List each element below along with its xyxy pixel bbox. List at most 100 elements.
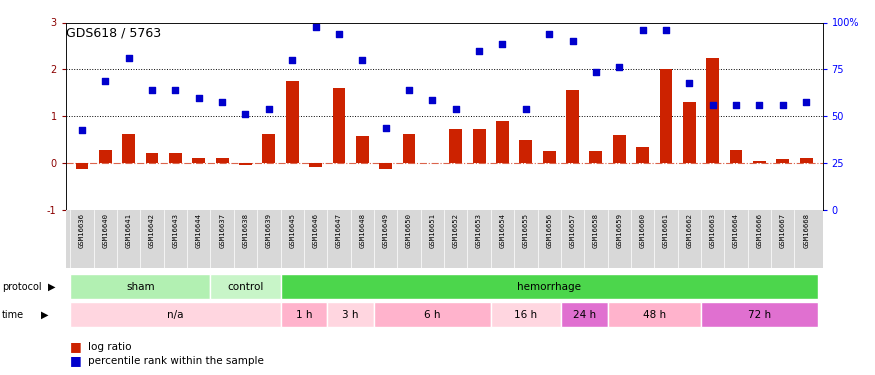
Point [168, 87, 182, 93]
Text: GSM16642: GSM16642 [149, 213, 155, 248]
Text: GSM16660: GSM16660 [640, 213, 646, 248]
Text: GSM16656: GSM16656 [546, 213, 552, 248]
Text: protocol: protocol [2, 282, 41, 291]
Bar [776, 159, 789, 163]
Text: 1 h: 1 h [296, 310, 312, 320]
Bar [800, 158, 813, 163]
Bar [730, 150, 743, 163]
Text: GDS618 / 5763: GDS618 / 5763 [66, 26, 161, 39]
Text: GSM16637: GSM16637 [219, 213, 225, 248]
Text: GSM16649: GSM16649 [382, 213, 388, 248]
Point [145, 87, 159, 93]
Point [542, 31, 556, 37]
Bar [75, 163, 88, 169]
Bar [145, 153, 158, 163]
Point [262, 106, 276, 112]
Bar [70, 303, 281, 327]
Bar [566, 90, 579, 163]
Bar [636, 147, 649, 163]
Text: GSM16647: GSM16647 [336, 213, 342, 248]
Text: GSM16651: GSM16651 [430, 213, 436, 248]
Text: GSM16664: GSM16664 [733, 213, 739, 248]
Text: 16 h: 16 h [514, 310, 537, 320]
Text: hemorrhage: hemorrhage [517, 282, 581, 291]
Point [309, 24, 323, 30]
Bar [327, 303, 374, 327]
Point [729, 102, 743, 108]
Point [682, 81, 696, 87]
Point [659, 27, 673, 33]
Bar [239, 163, 252, 165]
Text: ■: ■ [70, 354, 81, 367]
Point [612, 64, 626, 70]
Text: ■: ■ [70, 340, 81, 353]
Point [752, 102, 766, 108]
Text: sham: sham [126, 282, 155, 291]
Text: control: control [228, 282, 263, 291]
Point [589, 69, 603, 75]
Bar [590, 152, 602, 163]
Point [635, 27, 649, 33]
Text: GSM16643: GSM16643 [172, 213, 178, 248]
Point [192, 94, 206, 100]
Bar [701, 303, 818, 327]
Text: GSM16650: GSM16650 [406, 213, 412, 248]
Bar [309, 163, 322, 167]
Bar [706, 58, 719, 163]
Bar [286, 81, 298, 163]
Text: GSM16659: GSM16659 [616, 213, 622, 248]
Point [565, 38, 579, 44]
Point [776, 102, 790, 108]
Text: GSM16655: GSM16655 [523, 213, 528, 248]
Text: GSM16646: GSM16646 [312, 213, 318, 248]
Text: GSM16662: GSM16662 [686, 213, 692, 248]
Bar [402, 134, 416, 163]
Text: GSM16640: GSM16640 [102, 213, 108, 248]
Text: GSM16638: GSM16638 [242, 213, 248, 248]
Point [239, 111, 253, 117]
Point [215, 99, 229, 105]
Text: n/a: n/a [167, 310, 184, 320]
Text: ▶: ▶ [48, 282, 56, 291]
Bar [262, 134, 276, 163]
Bar [192, 158, 206, 163]
Bar [99, 150, 112, 163]
Point [449, 106, 463, 112]
Text: percentile rank within the sample: percentile rank within the sample [88, 356, 263, 366]
Bar [123, 134, 135, 163]
Text: 24 h: 24 h [572, 310, 596, 320]
Text: 3 h: 3 h [342, 310, 359, 320]
Text: GSM16668: GSM16668 [803, 213, 809, 248]
Text: 48 h: 48 h [643, 310, 666, 320]
Bar [520, 140, 532, 163]
Point [75, 128, 89, 134]
Text: GSM16667: GSM16667 [780, 213, 786, 248]
Text: log ratio: log ratio [88, 342, 131, 352]
Point [519, 106, 533, 112]
Bar [211, 274, 281, 298]
Bar [491, 303, 561, 327]
Point [285, 57, 299, 63]
Point [473, 48, 487, 54]
Bar [379, 163, 392, 169]
Text: GSM16657: GSM16657 [570, 213, 576, 248]
Text: ▶: ▶ [41, 310, 49, 320]
Text: GSM16639: GSM16639 [266, 213, 272, 248]
Bar [450, 129, 462, 163]
Bar [660, 69, 672, 163]
Text: GSM16654: GSM16654 [500, 213, 506, 248]
Bar [281, 303, 327, 327]
Text: GSM16663: GSM16663 [710, 213, 716, 248]
Bar [70, 274, 211, 298]
Text: GSM16641: GSM16641 [126, 213, 132, 248]
Bar [374, 303, 491, 327]
Point [706, 102, 720, 108]
Text: 72 h: 72 h [748, 310, 771, 320]
Bar [753, 161, 766, 163]
Point [122, 55, 136, 61]
Point [799, 99, 813, 105]
Point [98, 78, 112, 84]
Text: time: time [2, 310, 24, 320]
Bar [561, 303, 607, 327]
Text: GSM16648: GSM16648 [360, 213, 365, 248]
